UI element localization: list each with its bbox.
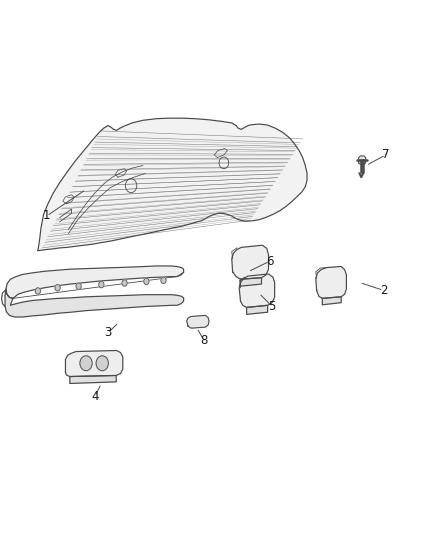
Polygon shape	[70, 375, 116, 383]
Polygon shape	[358, 156, 365, 165]
Circle shape	[76, 283, 81, 289]
Text: 6: 6	[265, 255, 273, 268]
Circle shape	[80, 356, 92, 370]
Polygon shape	[6, 266, 183, 298]
Circle shape	[55, 285, 60, 291]
Polygon shape	[239, 274, 274, 308]
Circle shape	[96, 356, 108, 370]
Circle shape	[144, 278, 149, 285]
Polygon shape	[315, 266, 346, 298]
Text: 1: 1	[43, 209, 50, 222]
Circle shape	[122, 280, 127, 286]
Circle shape	[35, 288, 40, 294]
Text: 7: 7	[381, 148, 389, 161]
Text: 8: 8	[200, 334, 208, 348]
Circle shape	[99, 281, 104, 288]
Polygon shape	[5, 289, 183, 317]
Text: 5: 5	[268, 300, 275, 313]
Circle shape	[160, 277, 166, 284]
Text: 3: 3	[104, 326, 111, 340]
Polygon shape	[240, 278, 261, 286]
Polygon shape	[321, 297, 340, 305]
Polygon shape	[231, 245, 268, 279]
Polygon shape	[246, 305, 267, 314]
Polygon shape	[65, 351, 123, 376]
Text: 4: 4	[91, 390, 98, 403]
Text: 2: 2	[379, 284, 386, 297]
Polygon shape	[186, 316, 208, 328]
Polygon shape	[38, 118, 306, 251]
